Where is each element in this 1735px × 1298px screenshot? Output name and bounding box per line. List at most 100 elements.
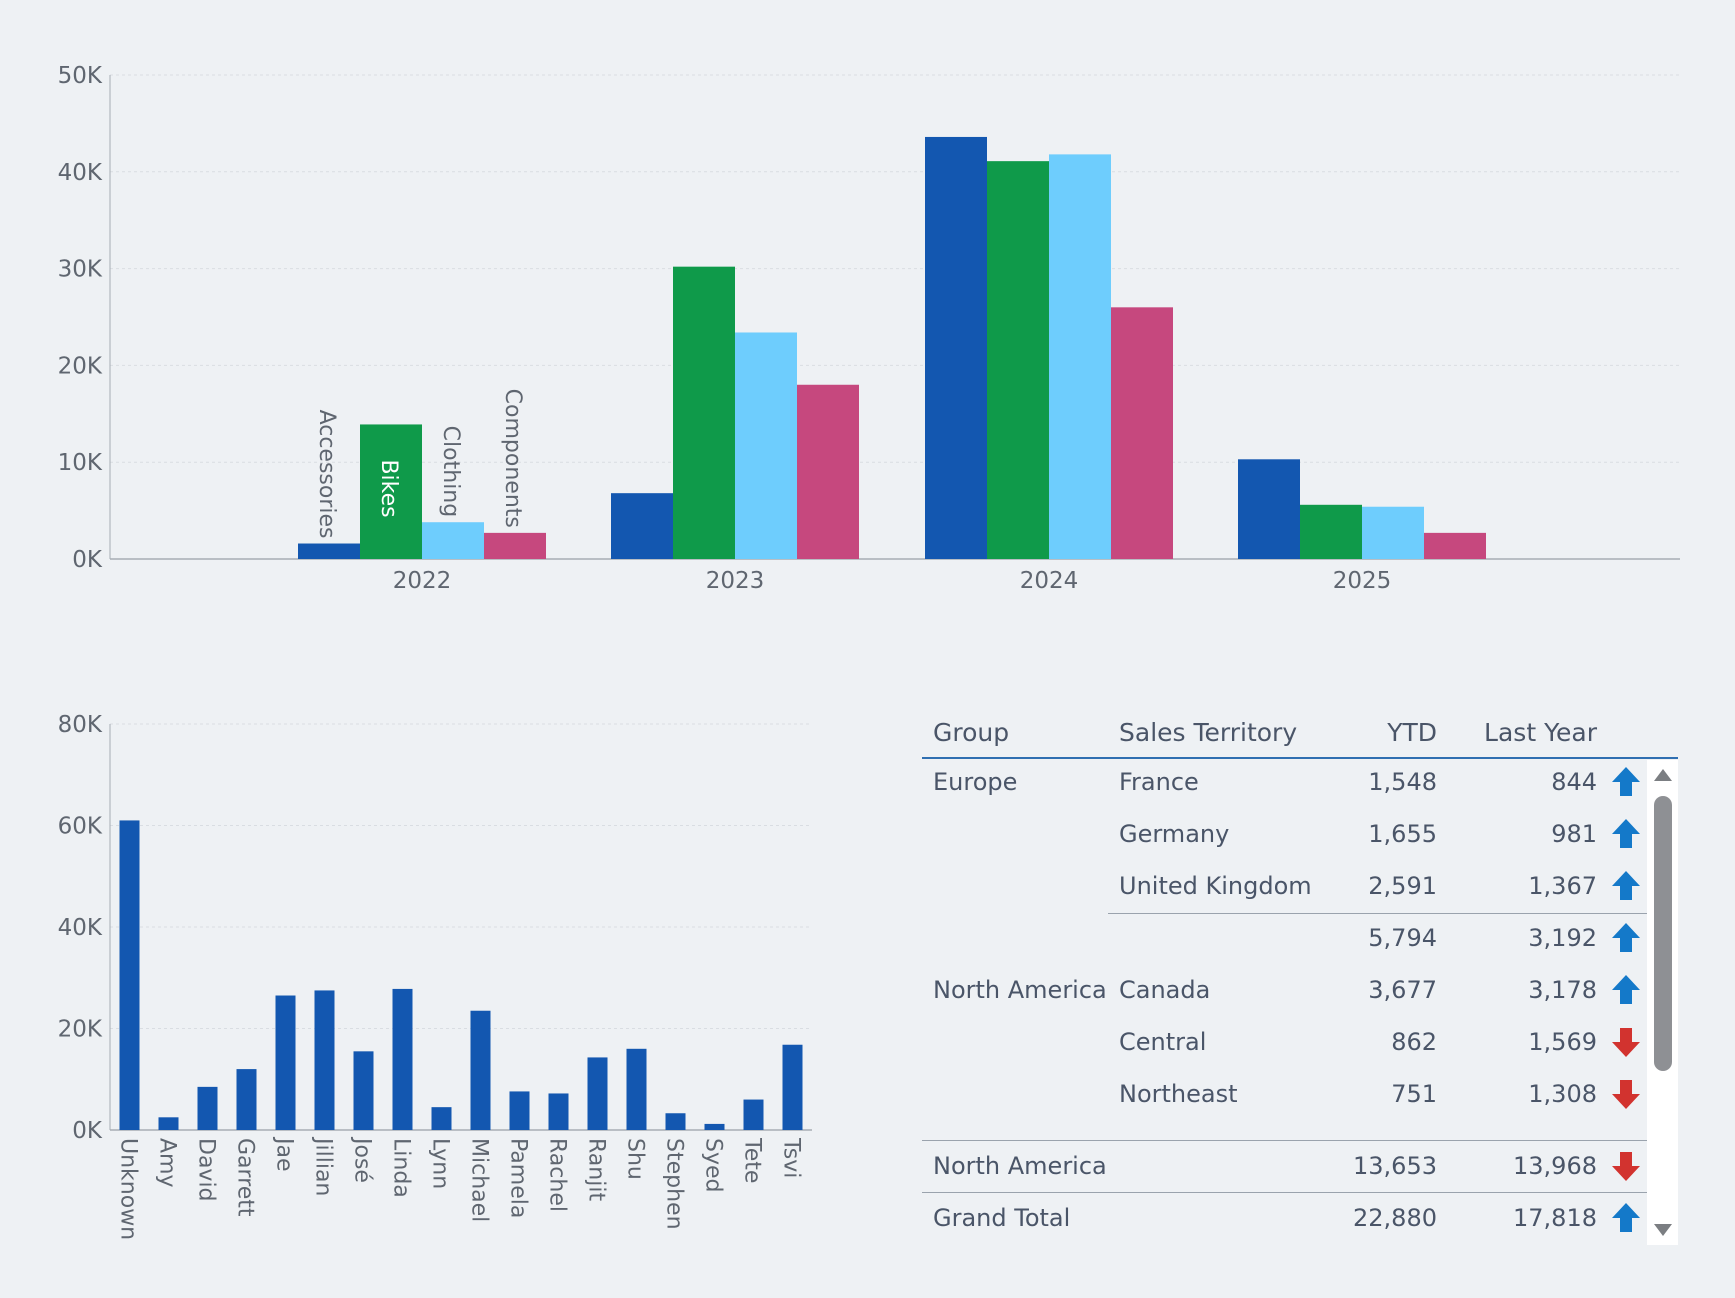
cell-ytd: 751 — [1391, 1080, 1437, 1108]
cell-ytd: 2,591 — [1368, 872, 1437, 900]
bar-bikes-2025[interactable] — [1300, 504, 1362, 559]
bar-bikes-2023[interactable] — [673, 266, 735, 559]
cell-last-year: 844 — [1551, 768, 1597, 796]
y-tick-label: 40K — [58, 160, 103, 186]
cell-footer-group: Grand Total — [933, 1204, 1071, 1232]
bar-components-2023[interactable] — [797, 384, 859, 559]
arrow-down-icon — [1609, 1077, 1643, 1111]
x-tick-label: 2023 — [706, 568, 765, 594]
bar-jae[interactable] — [275, 995, 296, 1130]
bar-david[interactable] — [197, 1086, 218, 1130]
series-label-bikes: Bikes — [376, 459, 401, 517]
cell-ytd: 862 — [1391, 1028, 1437, 1056]
scroll-down-icon[interactable] — [1653, 1223, 1673, 1237]
cell-footer-ytd: 22,880 — [1353, 1204, 1437, 1232]
x-tick-label: Lynn — [428, 1138, 453, 1189]
arrow-up-icon — [1609, 869, 1643, 903]
bar-jillian[interactable] — [314, 990, 335, 1130]
bar-pamela[interactable] — [509, 1091, 530, 1130]
cell-last-year: 3,178 — [1528, 976, 1597, 1004]
vertical-scrollbar[interactable] — [1647, 760, 1678, 1245]
x-tick-label: Unknown — [116, 1138, 141, 1240]
bar-accessories-2022[interactable] — [298, 543, 360, 559]
cell-territory: Germany — [1119, 820, 1230, 848]
bar-bikes-2022[interactable] — [360, 424, 422, 559]
bar-stephen[interactable] — [665, 1113, 686, 1130]
cell-ytd: 1,655 — [1368, 820, 1437, 848]
x-tick-label: Syed — [701, 1138, 726, 1192]
footer-divider — [922, 1140, 1647, 1141]
cell-territory: Northeast — [1119, 1080, 1238, 1108]
bar-components-2025[interactable] — [1424, 532, 1486, 559]
bar-amy[interactable] — [158, 1117, 179, 1130]
cell-territory: Canada — [1119, 976, 1211, 1004]
cell-territory: United Kingdom — [1119, 872, 1312, 900]
scroll-thumb[interactable] — [1654, 796, 1672, 1071]
bar-rachel[interactable] — [548, 1093, 569, 1130]
x-tick-label: Garrett — [233, 1138, 258, 1217]
arrow-up-icon — [1609, 973, 1643, 1007]
x-tick-label: Linda — [389, 1138, 414, 1198]
cell-last-year: 1,569 — [1528, 1028, 1597, 1056]
x-tick-label: José — [350, 1136, 375, 1183]
bar-components-2024[interactable] — [1111, 307, 1173, 559]
bar-linda[interactable] — [392, 988, 413, 1130]
subtotal-divider — [1108, 913, 1647, 914]
y-tick-label: 50K — [58, 63, 103, 89]
column-header-sales-territory[interactable]: Sales Territory — [1119, 718, 1298, 747]
cell-last-year: 3,192 — [1528, 924, 1597, 952]
cell-ytd: 1,548 — [1368, 768, 1437, 796]
cell-territory: Central — [1119, 1028, 1207, 1056]
y-tick-label: 0K — [72, 1118, 103, 1144]
y-tick-label: 20K — [58, 353, 103, 379]
y-tick-label: 20K — [58, 1017, 103, 1043]
bar-unknown[interactable] — [119, 820, 140, 1130]
x-tick-label: Rachel — [545, 1138, 570, 1212]
scroll-up-icon[interactable] — [1653, 768, 1673, 782]
cell-footer-ytd: 13,653 — [1353, 1152, 1437, 1180]
bar-garrett[interactable] — [236, 1069, 257, 1130]
arrow-up-icon — [1609, 921, 1643, 955]
x-tick-label: Jae — [272, 1136, 297, 1172]
x-tick-label: Jillian — [311, 1136, 336, 1196]
series-label-clothing: Clothing — [438, 426, 463, 518]
x-tick-label: Tsvi — [779, 1137, 804, 1178]
sales-territory-table: Group Sales Territory YTD Last Year Euro… — [922, 700, 1678, 1245]
column-header-group[interactable]: Group — [933, 718, 1010, 747]
x-tick-label: 2022 — [393, 568, 452, 594]
bar-shu[interactable] — [626, 1048, 647, 1130]
cell-territory: France — [1119, 768, 1199, 796]
bar-accessories-2024[interactable] — [925, 136, 987, 559]
bar-clothing-2025[interactable] — [1362, 506, 1424, 559]
x-tick-label: David — [194, 1138, 219, 1202]
salesperson-bar-chart: 0K 20K 40K 60K 80K Unknown Amy David Garrett Jae… — [58, 712, 812, 1240]
cell-last-year: 1,308 — [1528, 1080, 1597, 1108]
cell-ytd: 3,677 — [1368, 976, 1437, 1004]
bar-ranjit[interactable] — [587, 1057, 608, 1130]
bar-lynn[interactable] — [431, 1107, 452, 1130]
cell-last-year: 1,367 — [1528, 872, 1597, 900]
y-tick-label: 80K — [58, 712, 103, 738]
column-header-ytd[interactable]: YTD — [1387, 718, 1437, 747]
bar-bikes-2024[interactable] — [987, 161, 1049, 560]
bar-clothing-2022[interactable] — [422, 522, 484, 559]
series-label-components: Components — [500, 389, 525, 528]
cell-group: Europe — [933, 768, 1018, 796]
bar-tsvi[interactable] — [782, 1044, 803, 1130]
header-divider — [922, 757, 1678, 759]
bar-accessories-2023[interactable] — [611, 493, 673, 559]
bar-tete[interactable] — [743, 1099, 764, 1130]
x-tick-label: Pamela — [506, 1138, 531, 1218]
bar-clothing-2023[interactable] — [735, 332, 797, 559]
cell-group: North America — [933, 976, 1107, 1004]
x-tick-label: Michael — [467, 1138, 492, 1222]
bar-josé[interactable] — [353, 1051, 374, 1130]
bar-syed[interactable] — [704, 1123, 725, 1130]
bar-michael[interactable] — [470, 1010, 491, 1130]
bar-accessories-2025[interactable] — [1238, 459, 1300, 559]
column-header-last-year[interactable]: Last Year — [1484, 718, 1597, 747]
x-tick-label: Amy — [155, 1138, 180, 1188]
arrow-down-icon — [1609, 1149, 1643, 1183]
bar-clothing-2024[interactable] — [1049, 154, 1111, 559]
bar-components-2022[interactable] — [484, 532, 546, 559]
